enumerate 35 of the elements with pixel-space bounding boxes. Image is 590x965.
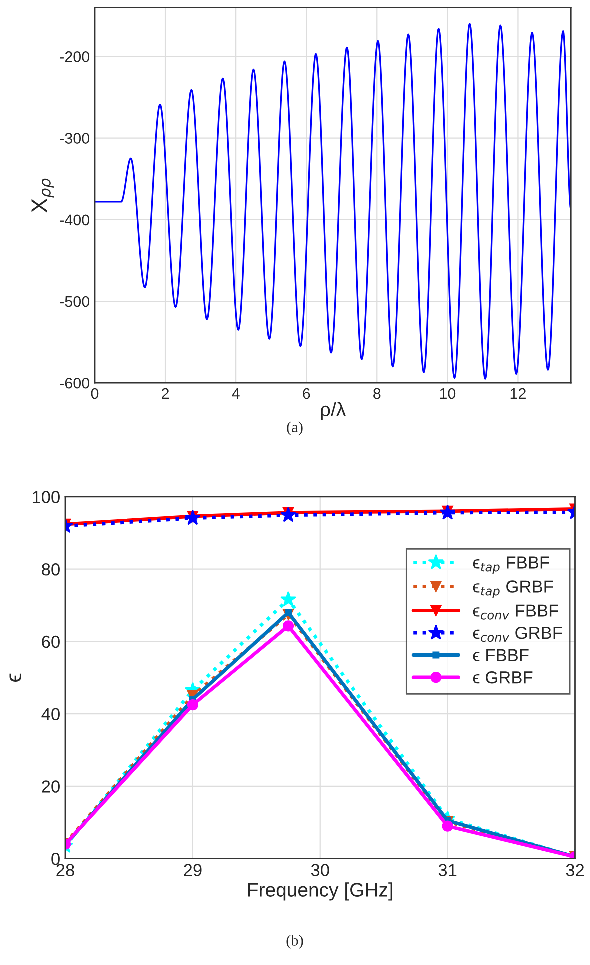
x-tick-label: 12 bbox=[510, 388, 526, 400]
x-tick-label: 8 bbox=[374, 388, 381, 400]
legend-label: ϵ$_{tap}$ GRBF bbox=[473, 580, 554, 598]
y-axis-title: X$_{ρρ}$ bbox=[32, 178, 54, 213]
y-tick-label: 80 bbox=[42, 564, 60, 576]
text: (b) bbox=[286, 935, 304, 949]
legend-label: ϵ$_{tap}$ FBBF bbox=[473, 556, 550, 574]
x-tick-label: 2 bbox=[162, 388, 170, 400]
legend-label: ϵ GRBF bbox=[473, 671, 533, 684]
y-tick-label: -300 bbox=[60, 133, 90, 144]
x-tick-label: 10 bbox=[440, 388, 456, 400]
y-tick-label: 100 bbox=[32, 491, 60, 504]
x-tick-label: 6 bbox=[303, 388, 310, 400]
x-tick-label: 29 bbox=[184, 864, 202, 876]
legend-label: ϵ$_{conv}$ GRBF bbox=[473, 626, 562, 642]
y-tick-label: -500 bbox=[60, 296, 90, 308]
x-tick-label: 4 bbox=[232, 388, 240, 400]
legend-label: ϵ$_{conv}$ FBBF bbox=[473, 604, 558, 620]
x-tick-label: 28 bbox=[56, 864, 74, 876]
y-tick-label: 20 bbox=[42, 780, 60, 793]
legend-label: ϵ FBBF bbox=[473, 649, 529, 662]
x-axis-title: ρ/λ bbox=[321, 402, 346, 420]
x-tick-label: 32 bbox=[566, 864, 584, 876]
y-tick-label: 60 bbox=[42, 636, 60, 648]
x-tick-label: 30 bbox=[311, 864, 330, 876]
y-tick-label: 0 bbox=[52, 853, 60, 866]
y-tick-label: -600 bbox=[60, 378, 90, 389]
y-tick-label: 40 bbox=[42, 708, 60, 721]
x-axis-title: Frequency [GHz] bbox=[248, 882, 392, 901]
x-tick-label: 31 bbox=[438, 864, 457, 876]
text: (a) bbox=[287, 422, 303, 436]
y-axis-title: ϵ bbox=[10, 674, 22, 682]
y-tick-label: -200 bbox=[60, 52, 90, 62]
x-tick-label: 0 bbox=[91, 388, 99, 400]
y-tick-label: -400 bbox=[60, 214, 90, 226]
